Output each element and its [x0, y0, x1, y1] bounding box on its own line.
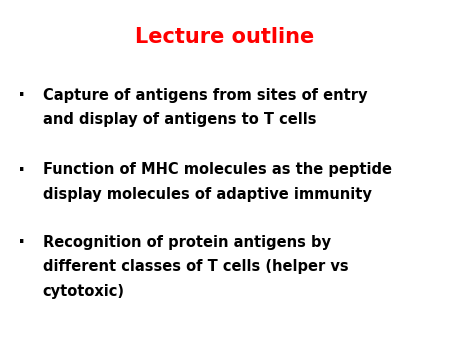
- Text: Capture of antigens from sites of entry: Capture of antigens from sites of entry: [43, 88, 367, 103]
- Text: ·: ·: [18, 161, 25, 179]
- Text: and display of antigens to T cells: and display of antigens to T cells: [43, 112, 316, 127]
- Text: Recognition of protein antigens by: Recognition of protein antigens by: [43, 235, 331, 250]
- Text: cytotoxic): cytotoxic): [43, 284, 125, 298]
- Text: Function of MHC molecules as the peptide: Function of MHC molecules as the peptide: [43, 162, 392, 177]
- Text: Lecture outline: Lecture outline: [135, 27, 315, 47]
- Text: different classes of T cells (helper vs: different classes of T cells (helper vs: [43, 259, 348, 274]
- Text: ·: ·: [18, 86, 25, 105]
- Text: display molecules of adaptive immunity: display molecules of adaptive immunity: [43, 187, 372, 201]
- Text: ·: ·: [18, 233, 25, 252]
